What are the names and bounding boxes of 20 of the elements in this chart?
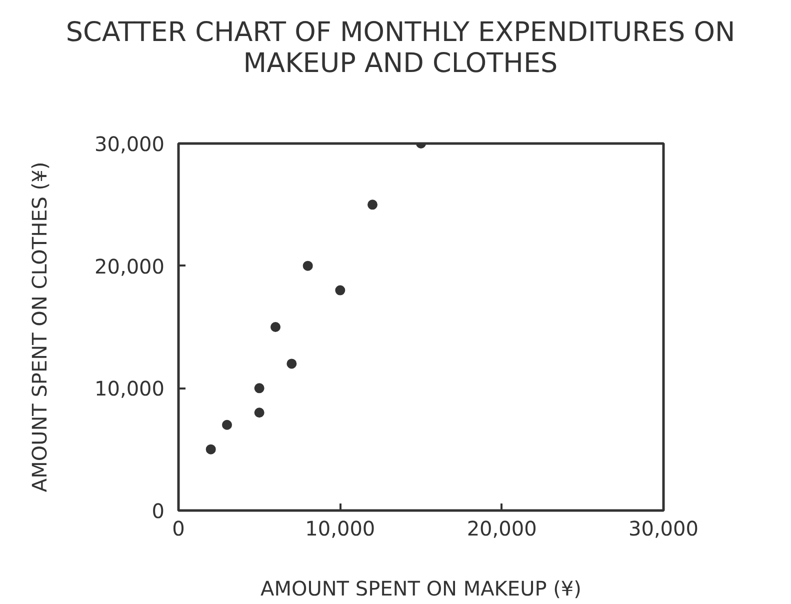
point xyxy=(286,358,297,369)
point xyxy=(254,383,264,394)
y-tick-label: 30,000 xyxy=(94,132,165,156)
point xyxy=(270,322,280,332)
point xyxy=(206,444,216,454)
x-tick-label: 20,000 xyxy=(466,516,537,540)
y-tick-label: 10,000 xyxy=(94,376,165,401)
point xyxy=(368,200,378,210)
y-tick-label: 20,000 xyxy=(94,254,165,278)
x-tick-label: 0 xyxy=(172,516,185,540)
y-axis-title: AMOUNT SPENT ON CLOTHES (¥) xyxy=(28,162,52,492)
x-tick-label: 10,000 xyxy=(305,516,376,540)
x-tick-label: 30,000 xyxy=(628,516,698,540)
point xyxy=(335,285,346,296)
point xyxy=(302,260,313,271)
point xyxy=(254,408,264,418)
y-tick-label: 0 xyxy=(152,499,165,523)
chart-title: SCATTER CHART OF MONTHLY EXPENDITURES ON MAKEUP AND CLOTHES xyxy=(66,17,736,80)
x-axis-title: AMOUNT SPENT ON MAKEUP (¥) xyxy=(260,576,582,600)
point xyxy=(222,420,232,430)
